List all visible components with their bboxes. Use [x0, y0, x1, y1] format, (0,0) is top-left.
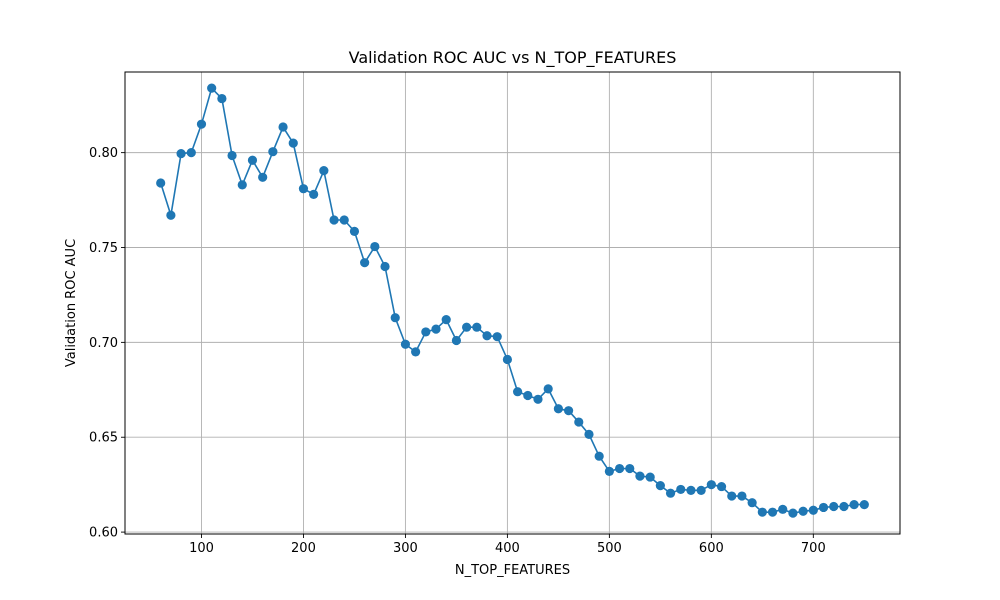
data-point	[196, 119, 207, 129]
data-point	[329, 215, 339, 225]
data-point	[829, 501, 839, 512]
data-point	[849, 499, 859, 510]
data-point	[288, 138, 298, 148]
data-point	[380, 261, 390, 272]
data-point	[645, 472, 655, 482]
data-point	[492, 332, 502, 342]
plot-area-frame	[124, 71, 901, 535]
data-point	[411, 347, 421, 357]
data-point	[349, 226, 360, 236]
data-point	[319, 166, 329, 176]
data-point	[421, 327, 431, 337]
data-point	[543, 384, 553, 394]
data-point	[390, 313, 400, 323]
data-point	[706, 480, 716, 490]
data-point	[778, 504, 788, 514]
data-point	[665, 488, 676, 498]
data-point	[757, 507, 767, 517]
data-point	[472, 322, 482, 332]
data-point	[533, 394, 543, 404]
data-point	[553, 404, 563, 414]
data-point	[563, 406, 574, 416]
data-point	[400, 339, 411, 349]
data-point	[523, 390, 533, 401]
data-point	[502, 354, 513, 365]
chart-title: Validation ROC AUC vs N_TOP_FEATURES	[349, 48, 677, 68]
x-tick-label: 100	[189, 541, 214, 556]
data-point	[747, 498, 757, 508]
x-tick-label: 300	[393, 541, 418, 556]
data-point	[186, 148, 196, 158]
data-point	[808, 505, 818, 515]
data-point	[614, 463, 625, 474]
data-point	[716, 481, 727, 492]
x-tick-label: 200	[291, 541, 316, 556]
data-point	[309, 189, 319, 199]
x-tick-label: 400	[495, 541, 520, 556]
x-tick-label: 600	[699, 541, 724, 556]
data-point	[217, 93, 227, 104]
y-tick-label: 0.70	[89, 336, 118, 351]
data-point	[431, 324, 441, 334]
x-tick-label: 700	[801, 541, 826, 556]
data-point	[604, 466, 614, 476]
y-tick-label: 0.75	[89, 241, 118, 256]
data-point	[859, 499, 869, 510]
data-point	[156, 178, 166, 188]
data-point	[655, 481, 665, 491]
data-point	[676, 484, 686, 495]
data-point	[451, 335, 462, 346]
data-point	[686, 485, 696, 495]
data-point	[788, 508, 798, 518]
data-point	[339, 215, 349, 225]
data-point	[237, 180, 247, 190]
data-point	[798, 506, 808, 516]
data-point	[482, 331, 492, 341]
plot-series	[156, 83, 869, 518]
x-axis-label: N_TOP_FEATURES	[455, 563, 570, 578]
data-point	[278, 122, 288, 132]
data-point	[574, 417, 584, 427]
data-point	[176, 148, 186, 159]
data-point	[441, 315, 451, 325]
grid	[125, 72, 900, 534]
y-axis-label: Validation ROC AUC	[64, 239, 79, 367]
data-point	[227, 150, 237, 161]
data-point	[625, 463, 635, 474]
data-point	[839, 501, 849, 512]
data-point	[462, 322, 472, 332]
data-point	[360, 258, 370, 268]
data-point	[298, 184, 309, 194]
data-point	[370, 241, 380, 252]
data-point	[207, 83, 217, 93]
data-point	[258, 172, 268, 182]
y-tick-label: 0.65	[89, 431, 118, 446]
data-point	[512, 387, 523, 397]
data-point	[737, 491, 747, 501]
data-point	[268, 147, 278, 157]
data-point	[818, 502, 829, 513]
data-point	[635, 471, 645, 481]
data-point	[727, 491, 737, 501]
x-tick-label: 500	[597, 541, 622, 556]
axis-ticks: 100 200 300 400 500 600 700 0.60 0.65 0.70 0.75 0.8…	[89, 146, 826, 556]
data-point	[584, 429, 594, 439]
data-point	[594, 451, 604, 461]
series-line	[159, 87, 865, 514]
data-point	[767, 507, 778, 517]
y-tick-label: 0.60	[89, 526, 118, 541]
data-point	[166, 210, 176, 220]
data-point	[696, 485, 706, 495]
y-tick-label: 0.80	[89, 146, 118, 161]
data-point	[247, 155, 258, 165]
